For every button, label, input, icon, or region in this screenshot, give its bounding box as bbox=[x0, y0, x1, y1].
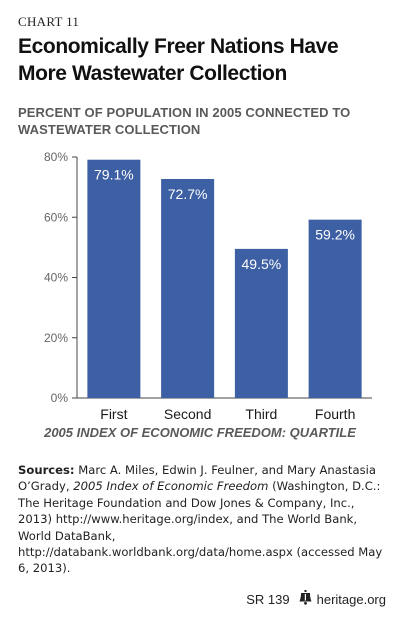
bar bbox=[234, 248, 288, 398]
sources-text-part1: Marc A. Miles, Edwin J. Feulner, and Mar… bbox=[18, 463, 376, 494]
x-category-label: First bbox=[100, 406, 127, 422]
x-category-label: Fourth bbox=[315, 406, 355, 422]
bar bbox=[87, 159, 141, 398]
bar-value-label: 59.2% bbox=[315, 227, 355, 243]
y-tick-label: 0% bbox=[51, 391, 69, 405]
site-link[interactable]: heritage.org bbox=[316, 591, 386, 607]
chart-subtitle: PERCENT OF POPULATION IN 2005 CONNECTED … bbox=[18, 105, 351, 137]
sources-heading: Sources: bbox=[18, 463, 75, 477]
chart-number-label: CHART 11 bbox=[18, 14, 80, 29]
sources-note: Sources: Marc A. Miles, Edwin J. Feulner… bbox=[18, 462, 390, 577]
bar bbox=[308, 219, 362, 398]
bar bbox=[161, 178, 215, 398]
bar-value-label: 49.5% bbox=[242, 256, 282, 272]
x-category-label: Third bbox=[245, 406, 277, 422]
y-tick-label: 40% bbox=[44, 271, 68, 285]
chart-title: Economically Freer Nations Have More Was… bbox=[18, 35, 339, 85]
footer: SR 139 heritage.org bbox=[246, 590, 386, 608]
x-axis-title: 2005 INDEX OF ECONOMIC FREEDOM: QUARTILE bbox=[44, 425, 356, 440]
x-category-label: Second bbox=[164, 406, 211, 422]
y-tick-label: 60% bbox=[44, 210, 68, 224]
liberty-bell-icon bbox=[299, 590, 312, 608]
report-number: SR 139 bbox=[246, 591, 290, 607]
bar-value-label: 79.1% bbox=[94, 167, 134, 183]
bar-chart: 0% 20% 40% 60% 80% 79.1% First 72.7% Second 49.5%… bbox=[44, 150, 372, 422]
y-tick-label: 20% bbox=[44, 331, 68, 345]
y-tick-label: 80% bbox=[44, 150, 68, 164]
bar-value-label: 72.7% bbox=[168, 186, 208, 202]
sources-book-title: 2005 Index of Economic Freedom bbox=[73, 479, 269, 494]
sources-text-part2: (Washington, D.C.: The Heritage Foundati… bbox=[18, 479, 383, 576]
